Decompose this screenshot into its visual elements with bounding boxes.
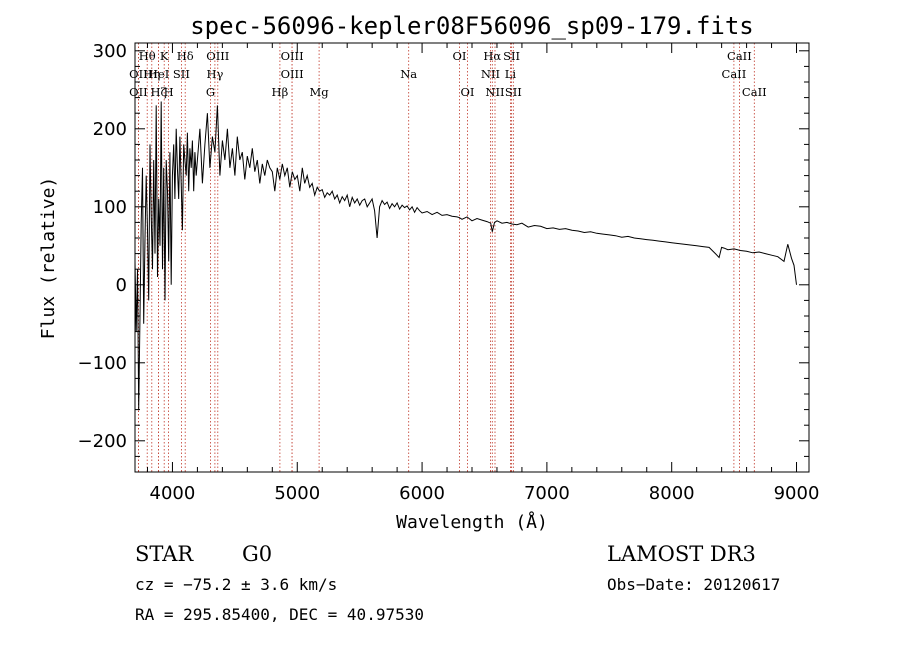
chart-title: spec-56096-kepler08F56096_sp09-179.fits [190, 12, 754, 40]
x-tick-label: 5000 [274, 483, 320, 504]
y-axis-label: Flux (relative) [38, 177, 59, 340]
spectral-line-label: Hδ [177, 49, 194, 63]
spectral-line-label: OII [129, 67, 148, 81]
y-tick-label: 200 [93, 119, 127, 140]
spectral-line-markers [137, 43, 755, 472]
spectral-line-label: NII [481, 67, 500, 81]
y-axis-ticks: −200 −100 0 100 200 300 [78, 41, 809, 457]
spectral-line-label: OIII [281, 67, 304, 81]
observation-date: Obs−Date: 20120617 [607, 575, 780, 594]
y-tick-label: 300 [93, 41, 127, 62]
survey-name: LAMOST DR3 [607, 542, 756, 566]
spectral-line-label: OIII [206, 49, 229, 63]
spectral-line-label: OII [129, 85, 148, 99]
spectral-line-label: SII [173, 67, 190, 81]
spectral-line-label: NII [485, 85, 504, 99]
x-tick-label: 7000 [524, 483, 570, 504]
spectral-line-label: Hβ [272, 85, 289, 99]
spectral-line-label: SII [505, 85, 522, 99]
spectral-line-label: K [160, 49, 169, 63]
x-tick-label: 8000 [649, 483, 695, 504]
x-tick-label: 4000 [150, 483, 196, 504]
spectral-line-label: CaII [742, 85, 767, 99]
x-axis-label: Wavelength (Å) [396, 511, 548, 533]
spectral-line-label: Hη [143, 67, 160, 81]
spectral-line-label: G [206, 85, 215, 99]
spectral-line-label: OI [453, 49, 467, 63]
spectral-line-label: Hα [483, 49, 501, 63]
spectral-line-label: Hθ [139, 49, 156, 63]
redshift-cz: cz = −75.2 ± 3.6 km/s [135, 575, 337, 594]
x-tick-label: 6000 [399, 483, 445, 504]
y-tick-label: 100 [93, 197, 127, 218]
spectral-line-label: CaII [727, 49, 752, 63]
flux-series-line [134, 101, 797, 410]
spectral-line-label: Hγ [206, 67, 223, 81]
x-axis-ticks: 4000 5000 6000 7000 8000 9000 [146, 43, 820, 504]
spectral-subclass: G0 [242, 542, 272, 566]
spectral-line-label: CaII [722, 67, 747, 81]
ra-dec-coordinates: RA = 295.85400, DEC = 40.97530 [135, 605, 424, 624]
spectral-line-label: SII [503, 49, 520, 63]
spectral-line-label: Na [400, 67, 417, 81]
x-tick-label: 9000 [774, 483, 820, 504]
spectral-line-label: Mg [310, 85, 330, 99]
y-tick-label: −200 [78, 431, 127, 452]
spectral-line-label: Li [505, 67, 517, 81]
spectral-line-label: OI [461, 85, 475, 99]
y-tick-label: 0 [116, 275, 127, 296]
spectral-line-label: H [164, 85, 174, 99]
spectral-line-label: Hζ [150, 85, 166, 99]
spectral-line-label: HeI [148, 67, 169, 81]
object-type: STAR [135, 542, 194, 566]
spectral-line-label: OIII [281, 49, 304, 63]
plot-frame [134, 42, 810, 473]
y-tick-label: −100 [78, 353, 127, 374]
